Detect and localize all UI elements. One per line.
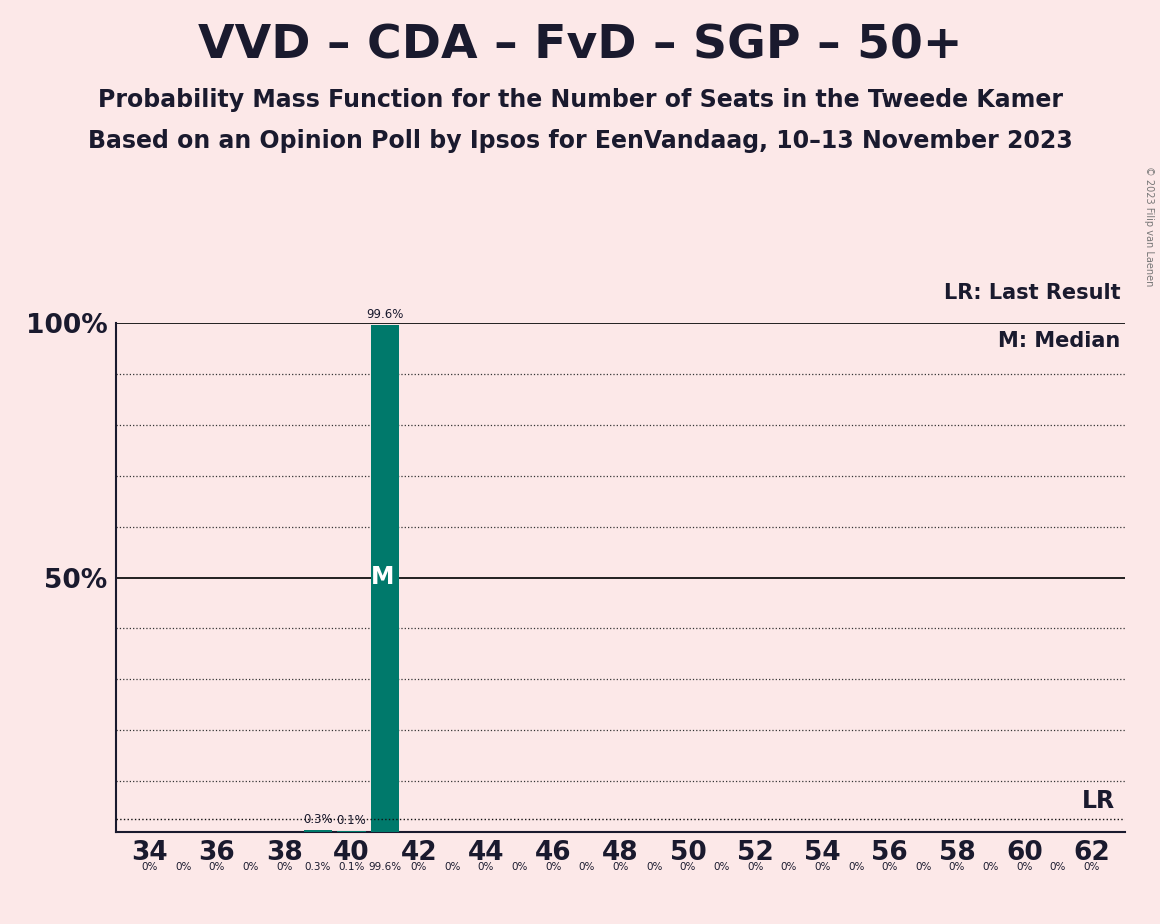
Text: 0%: 0% [242, 862, 259, 872]
Text: 0.1%: 0.1% [339, 862, 364, 872]
Text: 0%: 0% [882, 862, 898, 872]
Bar [371, 325, 399, 832]
Text: 0%: 0% [781, 862, 797, 872]
Text: 0%: 0% [478, 862, 494, 872]
Text: 0%: 0% [142, 862, 158, 872]
Text: Probability Mass Function for the Number of Seats in the Tweede Kamer: Probability Mass Function for the Number… [97, 88, 1063, 112]
Text: LR: Last Result: LR: Last Result [943, 283, 1121, 303]
Text: 0%: 0% [915, 862, 931, 872]
Text: 0%: 0% [209, 862, 225, 872]
Text: 0%: 0% [1083, 862, 1100, 872]
Text: 0%: 0% [949, 862, 965, 872]
Text: LR: LR [1082, 789, 1115, 813]
Text: © 2023 Filip van Laenen: © 2023 Filip van Laenen [1144, 166, 1154, 286]
Text: 0.3%: 0.3% [305, 862, 331, 872]
Text: 0%: 0% [612, 862, 629, 872]
Text: Based on an Opinion Poll by Ipsos for EenVandaag, 10–13 November 2023: Based on an Opinion Poll by Ipsos for Ee… [88, 129, 1072, 153]
Text: 0.1%: 0.1% [336, 814, 367, 827]
Text: 0.3%: 0.3% [303, 813, 333, 826]
Text: 0%: 0% [983, 862, 999, 872]
Text: M: Median: M: Median [998, 331, 1121, 351]
Text: 0%: 0% [512, 862, 528, 872]
Text: 0%: 0% [411, 862, 427, 872]
Text: 0%: 0% [579, 862, 595, 872]
Text: 99.6%: 99.6% [369, 862, 401, 872]
Text: 0%: 0% [680, 862, 696, 872]
Text: 0%: 0% [848, 862, 864, 872]
Text: 0%: 0% [814, 862, 831, 872]
Text: 0%: 0% [747, 862, 763, 872]
Text: 0%: 0% [545, 862, 561, 872]
Text: 0%: 0% [1016, 862, 1032, 872]
Text: 99.6%: 99.6% [367, 309, 404, 322]
Text: 0%: 0% [175, 862, 191, 872]
Text: 0%: 0% [1050, 862, 1066, 872]
Bar [304, 830, 332, 832]
Text: M: M [371, 565, 394, 590]
Text: 0%: 0% [646, 862, 662, 872]
Text: 0%: 0% [276, 862, 292, 872]
Text: 0%: 0% [713, 862, 730, 872]
Text: 0%: 0% [444, 862, 461, 872]
Text: VVD – CDA – FvD – SGP – 50+: VVD – CDA – FvD – SGP – 50+ [197, 23, 963, 68]
